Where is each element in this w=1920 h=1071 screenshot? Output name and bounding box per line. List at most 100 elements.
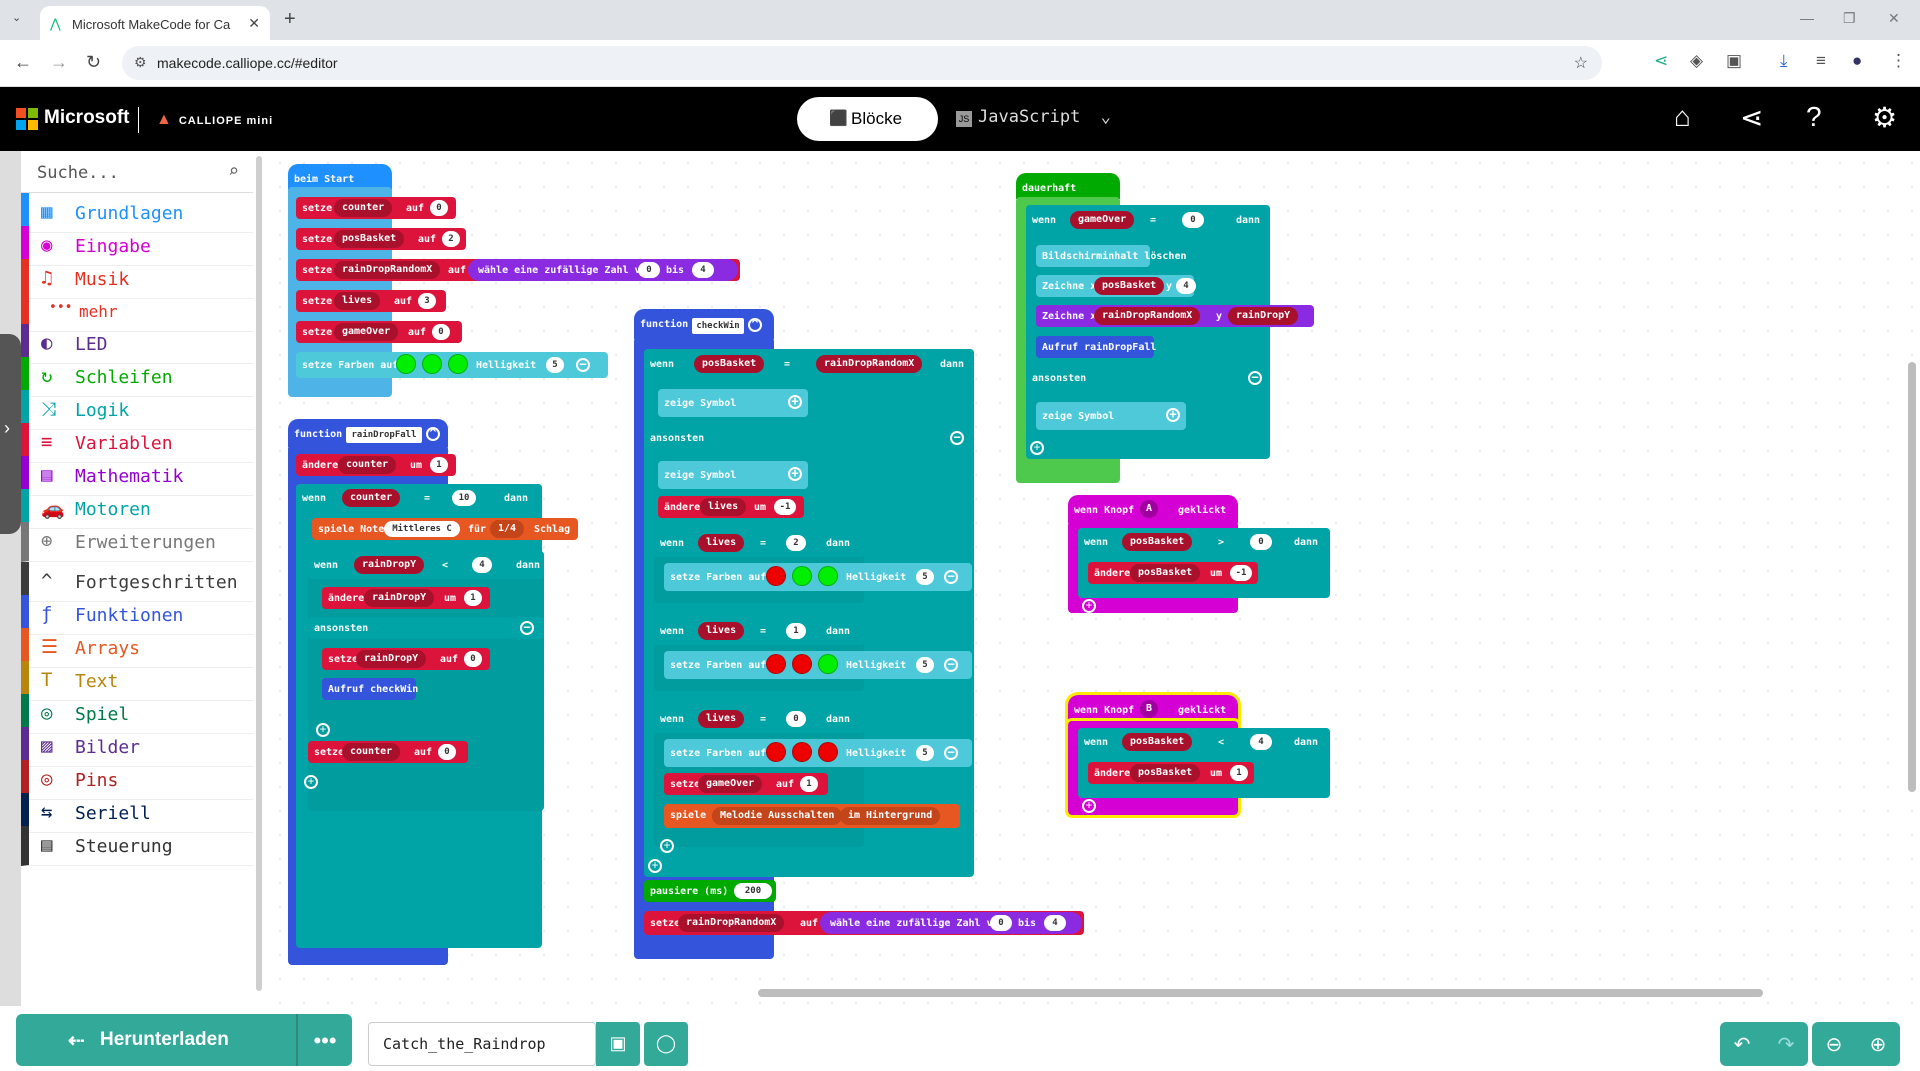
compare-value[interactable]: 1: [786, 623, 806, 639]
note-field[interactable]: Mittleres C: [384, 521, 460, 537]
plot-raindrop-block[interactable]: Zeichne x rainDropRandomX y rainDropY: [1036, 305, 1314, 327]
show-icon-block[interactable]: zeige Symbol +: [658, 461, 808, 489]
remove-argument-icon[interactable]: −: [944, 658, 958, 672]
set-value[interactable]: 0: [464, 651, 482, 667]
toolbox-category-led[interactable]: ◐ LED: [21, 324, 253, 364]
workspace-vertical-scrollbar[interactable]: [1908, 362, 1916, 792]
remove-else-icon[interactable]: −: [520, 621, 534, 635]
led-color-1[interactable]: [396, 354, 416, 374]
browser-menu-icon[interactable]: ⋮: [1890, 51, 1907, 70]
pause-block[interactable]: pausiere (ms) 200: [644, 880, 776, 902]
raindroprandomx-dropdown[interactable]: rainDropRandomX: [1094, 307, 1201, 325]
javascript-editor-button[interactable]: JS JavaScript ⌄: [956, 107, 1111, 127]
call-checkwin-block[interactable]: Aufruf checkWin: [322, 678, 418, 700]
random-to[interactable]: 4: [1044, 915, 1066, 931]
call-raindropfall-block[interactable]: Aufruf rainDropFall: [1036, 336, 1156, 358]
window-close-icon[interactable]: ✕: [1888, 10, 1900, 26]
lives-dropdown[interactable]: lives: [700, 498, 747, 516]
plot-posbasket-block[interactable]: Zeichne x posBasket y 4: [1036, 275, 1196, 297]
compare-value[interactable]: 0: [1250, 534, 1272, 550]
brightness-value[interactable]: 5: [546, 357, 564, 373]
remove-argument-icon[interactable]: −: [944, 746, 958, 760]
change-value[interactable]: -1: [774, 499, 796, 515]
compare-value[interactable]: 4: [1250, 734, 1272, 750]
change-value[interactable]: 1: [430, 457, 448, 473]
toolbox-category-logik[interactable]: ⤨ Logik: [21, 390, 253, 430]
posbasket-dropdown[interactable]: posBasket: [1130, 564, 1201, 582]
counter-dropdown[interactable]: counter: [342, 743, 401, 761]
add-else-if-icon[interactable]: +: [660, 839, 674, 853]
project-name-input[interactable]: Catch_the_Raindrop: [368, 1022, 596, 1066]
add-icon[interactable]: +: [788, 467, 802, 481]
set-posbasket-block[interactable]: setze posBasket auf 2: [296, 228, 466, 250]
function-name-field[interactable]: checkWin: [692, 318, 744, 334]
redo-button[interactable]: ↷: [1764, 1022, 1808, 1066]
compare-value[interactable]: 4: [472, 557, 492, 573]
toolbox-category-funktionen[interactable]: ƒ Funktionen: [21, 595, 253, 635]
reload-icon[interactable]: ↻: [86, 52, 102, 72]
blocks-editor-button[interactable]: ⬛ Blöcke: [797, 97, 938, 141]
home-icon[interactable]: ⌂: [1674, 101, 1691, 132]
toolbox-scrollbar[interactable]: [256, 156, 262, 991]
close-tab-icon[interactable]: ✕: [248, 15, 260, 31]
share-icon[interactable]: ⋖: [1740, 102, 1764, 133]
compare-value[interactable]: 10: [452, 490, 476, 506]
change-posbasket-block[interactable]: ändere posBasket um 1: [1088, 762, 1254, 784]
forward-icon[interactable]: →: [50, 52, 68, 72]
gameover-dropdown[interactable]: gameOver: [1070, 211, 1135, 229]
toolbox-category-text[interactable]: T Text: [21, 661, 253, 701]
new-tab-icon[interactable]: +: [284, 8, 296, 30]
set-colors-block[interactable]: setze Farben auf Helligkeit 5−: [664, 739, 972, 767]
posbasket-dropdown[interactable]: posBasket: [1094, 277, 1165, 295]
set-value[interactable]: 0: [438, 744, 456, 760]
raindroprandomx-dropdown[interactable]: rainDropRandomX: [334, 261, 441, 279]
add-icon[interactable]: +: [1166, 408, 1180, 422]
remove-else-icon[interactable]: −: [950, 431, 964, 445]
add-icon[interactable]: +: [788, 395, 802, 409]
random-from[interactable]: 0: [638, 262, 660, 278]
toolbox-search-input[interactable]: Suche... ⌕: [21, 151, 253, 193]
toolbox-category-fortgeschritten[interactable]: ^ Fortgeschritten: [21, 562, 253, 602]
toolbox-category-mathematik[interactable]: ▤ Mathematik: [21, 456, 253, 496]
led-color-2[interactable]: [422, 354, 442, 374]
gameover-value[interactable]: 0: [432, 324, 450, 340]
led-color-1[interactable]: [766, 566, 786, 586]
gameover-dropdown[interactable]: gameOver: [334, 323, 399, 341]
toolbox-category-grundlagen[interactable]: ▦ Grundlagen: [21, 193, 253, 233]
if-lives-eq-1-block[interactable]: wenn lives = 1 dann: [654, 617, 864, 645]
pause-value[interactable]: 200: [734, 883, 772, 899]
posbasket-value[interactable]: 2: [442, 231, 460, 247]
toolbox-category-arrays[interactable]: ☰ Arrays: [21, 628, 253, 668]
if-raindropy-lt-4-block[interactable]: wenn rainDropY <4 dann: [308, 551, 544, 579]
led-color-2[interactable]: [792, 566, 812, 586]
extension-icon[interactable]: ◈: [1690, 51, 1704, 70]
button-a-dropdown[interactable]: A: [1140, 500, 1159, 518]
toolbox-category-motoren[interactable]: 🚗 Motoren: [21, 489, 253, 529]
add-else-icon[interactable]: +: [1082, 799, 1096, 813]
set-value[interactable]: 1: [800, 776, 818, 792]
lives-dropdown[interactable]: lives: [698, 622, 745, 640]
workspace-horizontal-scrollbar[interactable]: [758, 989, 1763, 997]
set-raindroprandomx-block[interactable]: setze rainDropRandomX auf wähle eine zufäll…: [644, 911, 1084, 935]
toolbox-category-musik[interactable]: ♫ Musik: [21, 259, 253, 299]
profile-avatar-icon[interactable]: ●: [1852, 51, 1863, 70]
on-start-hat[interactable]: beim Start: [288, 164, 392, 190]
brightness-value[interactable]: 5: [916, 569, 934, 585]
downloads-icon[interactable]: ⤓: [1780, 51, 1788, 70]
set-colors-block[interactable]: setze Farben auf Helligkeit 5−: [664, 651, 972, 679]
counter-value[interactable]: 0: [430, 200, 448, 216]
toolbox-category-bilder[interactable]: ▨ Bilder: [21, 727, 253, 767]
posbasket-dropdown[interactable]: posBasket: [334, 230, 405, 248]
brightness-value[interactable]: 5: [916, 745, 934, 761]
button-b-dropdown[interactable]: B: [1140, 700, 1159, 718]
forever-hat[interactable]: dauerhaft: [1016, 173, 1120, 199]
microsoft-brand[interactable]: Microsoft: [44, 107, 130, 128]
toolbox-category-seriell[interactable]: ⇆ Seriell: [21, 793, 253, 833]
change-raindropy-block[interactable]: ändere rainDropY um 1: [322, 587, 490, 609]
show-icon-block[interactable]: zeige Symbol +: [658, 389, 808, 417]
tab-search-icon[interactable]: ⌄: [12, 12, 22, 24]
led-color-2[interactable]: [792, 742, 812, 762]
raindropy-dropdown[interactable]: rainDropY: [356, 650, 427, 668]
counter-dropdown[interactable]: counter: [338, 456, 397, 474]
